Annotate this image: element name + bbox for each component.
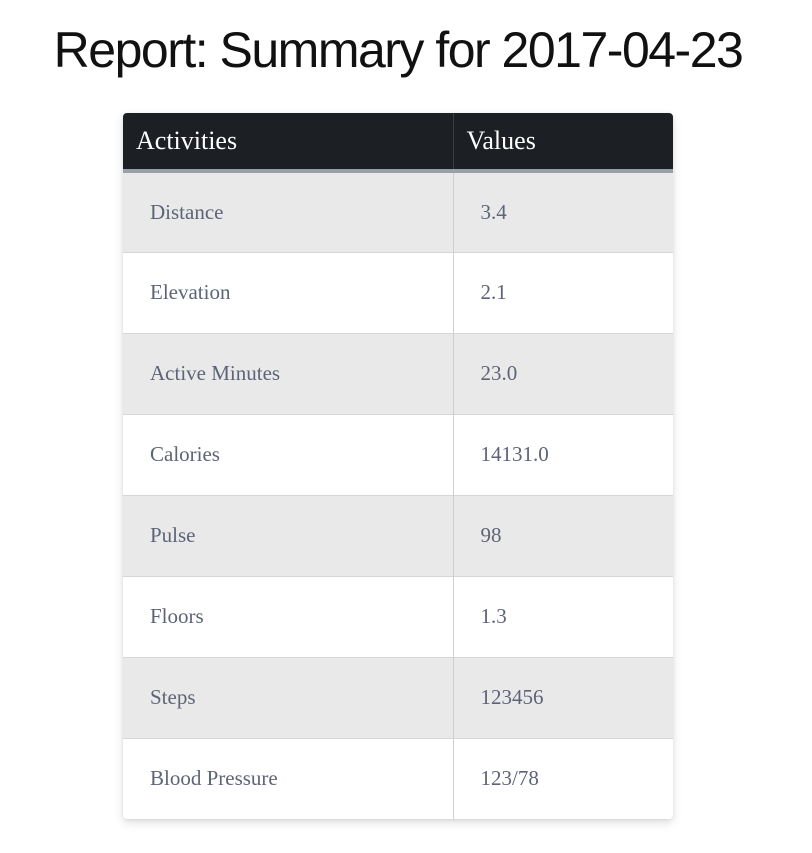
table-body: Distance 3.4 Elevation 2.1 Active Minute…: [123, 171, 673, 819]
value-cell: 123456: [453, 656, 673, 738]
table-row: Pulse 98: [123, 494, 673, 576]
value-cell: 23.0: [453, 332, 673, 414]
value-cell: 98: [453, 494, 673, 576]
summary-table: Activities Values Distance 3.4 Elevation…: [123, 113, 673, 819]
table-row: Calories 14131.0: [123, 413, 673, 495]
table-row: Floors 1.3: [123, 575, 673, 657]
activity-cell: Floors: [123, 575, 454, 657]
column-header-values: Values: [453, 113, 673, 173]
table-row: Steps 123456: [123, 656, 673, 738]
activity-cell: Active Minutes: [123, 332, 454, 414]
activity-cell: Blood Pressure: [123, 737, 454, 819]
activity-cell: Pulse: [123, 494, 454, 576]
value-cell: 123/78: [453, 737, 673, 819]
value-cell: 3.4: [453, 171, 673, 252]
value-cell: 1.3: [453, 575, 673, 657]
activity-cell: Calories: [123, 413, 454, 495]
value-cell: 14131.0: [453, 413, 673, 495]
table-row: Blood Pressure 123/78: [123, 737, 673, 819]
page-title: Report: Summary for 2017-04-23: [53, 22, 744, 78]
table-header: Activities Values: [123, 113, 673, 173]
summary-table-card: Activities Values Distance 3.4 Elevation…: [123, 113, 673, 819]
value-cell: 2.1: [453, 251, 673, 333]
table-row: Active Minutes 23.0: [123, 332, 673, 414]
activity-cell: Elevation: [123, 251, 454, 333]
table-row: Elevation 2.1: [123, 251, 673, 333]
column-header-activities: Activities: [123, 113, 454, 173]
activity-cell: Steps: [123, 656, 454, 738]
table-row: Distance 3.4: [123, 171, 673, 252]
table-header-row: Activities Values: [123, 113, 673, 173]
activity-cell: Distance: [123, 171, 454, 252]
